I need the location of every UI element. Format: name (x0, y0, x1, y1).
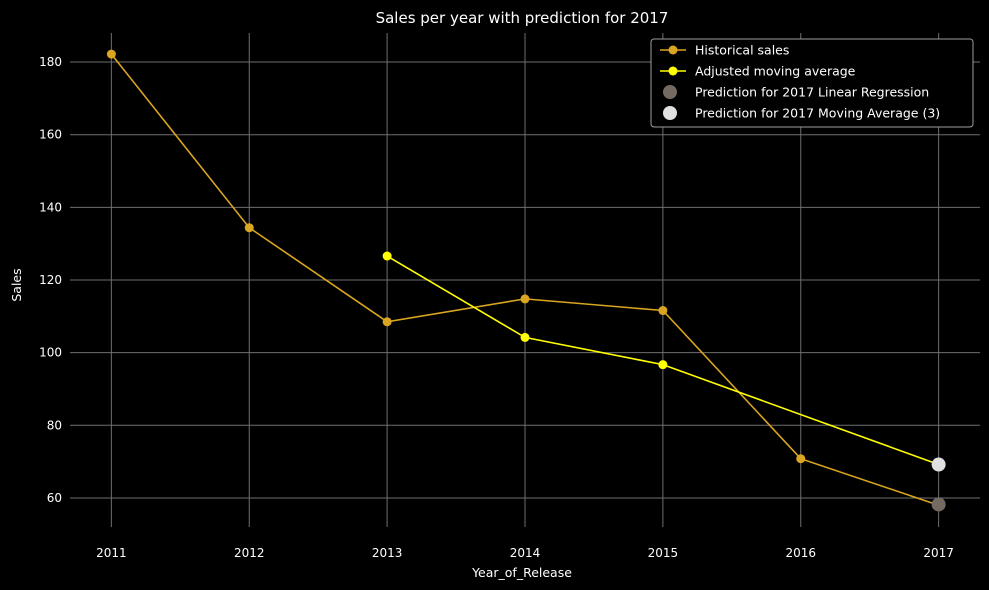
y-tick-label: 120 (39, 273, 62, 287)
series-layer (106, 49, 946, 512)
legend-marker-3 (663, 106, 677, 120)
y-tick-label: 140 (39, 200, 62, 214)
legend: Historical sales Adjusted moving average P… (650, 38, 974, 128)
y-axis-label: Sales (9, 268, 24, 301)
x-tick-label: 2015 (648, 546, 679, 560)
legend-label-1: Adjusted moving average (695, 64, 856, 79)
y-tick-label: 100 (39, 346, 62, 360)
x-axis-ticks: 2011 2012 2013 2014 2015 2016 2017 (96, 546, 954, 560)
grid (70, 33, 980, 527)
series-0-point (382, 317, 392, 327)
y-tick-label: 180 (39, 55, 62, 69)
x-tick-label: 2017 (923, 546, 954, 560)
series-0-point (796, 454, 806, 464)
y-tick-label: 160 (39, 128, 62, 142)
legend-marker-0 (668, 45, 678, 55)
x-tick-label: 2012 (234, 546, 265, 560)
x-tick-label: 2016 (785, 546, 816, 560)
series-1-point (658, 360, 668, 370)
legend-marker-1 (668, 66, 678, 76)
series-0-point (106, 49, 116, 59)
series-0-point (244, 223, 254, 233)
x-tick-label: 2011 (96, 546, 127, 560)
x-tick-label: 2014 (510, 546, 541, 560)
y-axis-ticks: 60 80 100 120 140 160 180 (39, 55, 62, 505)
y-tick-label: 60 (47, 491, 62, 505)
prediction-point-3 (931, 457, 946, 472)
series-1-point (382, 251, 392, 261)
x-axis-label: Year_of_Release (471, 565, 572, 580)
series-0-point (520, 294, 530, 304)
series-line-1 (386, 255, 939, 466)
prediction-point-2 (931, 497, 946, 512)
legend-label-3: Prediction for 2017 Moving Average (3) (695, 106, 940, 121)
legend-box (650, 38, 974, 128)
y-tick-label: 80 (47, 418, 62, 432)
legend-marker-2 (663, 85, 677, 99)
chart-title: Sales per year with prediction for 2017 (376, 9, 669, 27)
x-tick-label: 2013 (372, 546, 403, 560)
series-0-point (658, 306, 668, 316)
series-1-point (520, 332, 530, 342)
legend-label-0: Historical sales (695, 43, 789, 58)
legend-label-2: Prediction for 2017 Linear Regression (695, 85, 929, 100)
